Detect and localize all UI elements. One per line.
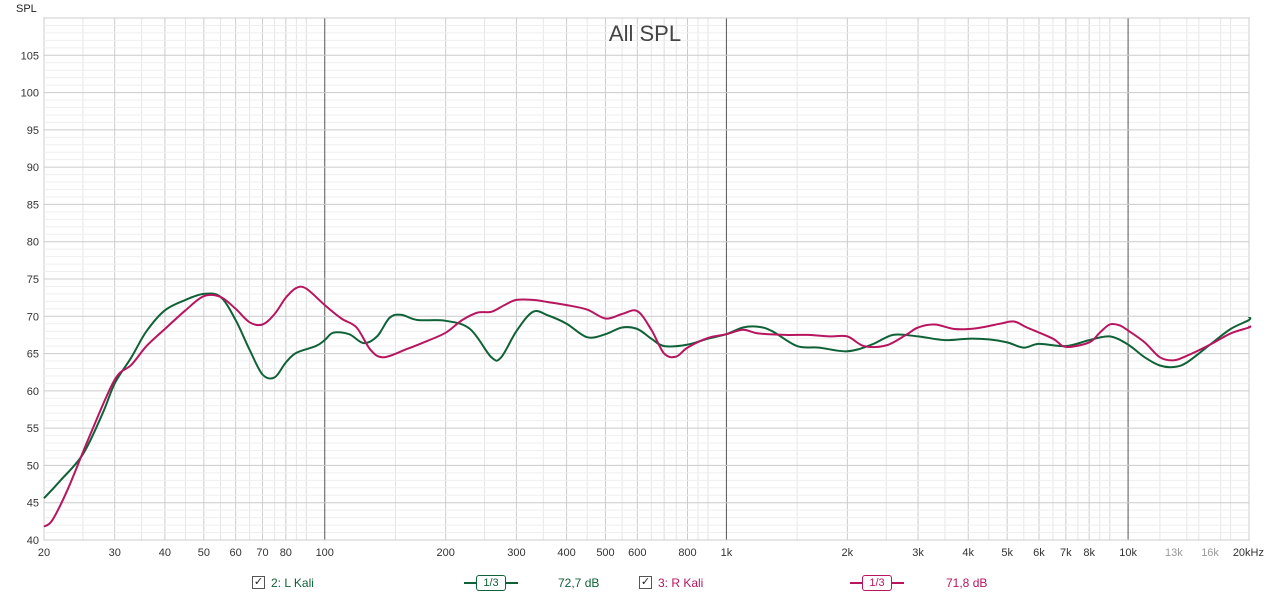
y-tick-label: 85 — [27, 199, 39, 211]
grid-major — [44, 17, 1249, 541]
x-tick-label: 600 — [628, 547, 646, 559]
x-tick-label: 1k — [721, 547, 733, 559]
y-tick-label: 40 — [27, 535, 39, 547]
smoothing-button-l-kali[interactable]: 1/3 — [476, 575, 506, 591]
x-tick-label: 50 — [198, 547, 210, 559]
y-tick-label: 75 — [27, 274, 39, 286]
x-tick-label: 8k — [1083, 547, 1095, 559]
x-tick-label: 13k — [1165, 547, 1183, 559]
y-tick-label: 100 — [21, 88, 39, 100]
x-tick-label: 200 — [436, 547, 454, 559]
y-tick-label: 60 — [27, 386, 39, 398]
x-tick-label: 7k — [1060, 547, 1072, 559]
legend-label-l-kali: 2: L Kali — [271, 576, 314, 590]
x-tick-label: 3k — [912, 547, 924, 559]
x-tick-label: 800 — [678, 547, 696, 559]
x-tick-label: 20kHz — [1233, 547, 1264, 559]
series-line-r-kali — [43, 285, 1252, 528]
x-tick-label: 80 — [280, 547, 292, 559]
smoothing-button-r-kali[interactable]: 1/3 — [862, 575, 892, 591]
x-tick-label: 100 — [316, 547, 334, 559]
x-tick-label: 4k — [962, 547, 974, 559]
y-tick-label: 90 — [27, 162, 39, 174]
legend-label-r-kali: 3: R Kali — [658, 576, 704, 590]
y-axis-label: SPL — [16, 3, 37, 15]
y-tick-label: 70 — [27, 311, 39, 323]
y-tick-label: 45 — [27, 498, 39, 510]
x-tick-label: 16k — [1201, 547, 1219, 559]
x-tick-label: 70 — [256, 547, 268, 559]
y-tick-label: 50 — [27, 460, 39, 472]
y-tick-label: 105 — [21, 50, 39, 62]
chart-title: All SPL — [609, 21, 681, 46]
x-tick-label: 5k — [1001, 547, 1013, 559]
series-lines — [43, 285, 1252, 528]
x-tick-label: 20 — [38, 547, 50, 559]
x-tick-label: 30 — [109, 547, 121, 559]
x-tick-label: 40 — [159, 547, 171, 559]
series-line-l-kali — [43, 292, 1252, 499]
x-tick-label: 10k — [1119, 547, 1137, 559]
legend-level-l-kali: 72,7 dB — [558, 576, 600, 590]
y-tick-label: 65 — [27, 349, 39, 361]
x-tick-label: 400 — [557, 547, 575, 559]
legend-level-r-kali: 71,8 dB — [946, 576, 988, 590]
y-tick-label: 55 — [27, 423, 39, 435]
x-tick-label: 500 — [596, 547, 614, 559]
x-tick-label: 60 — [230, 547, 242, 559]
x-axis-ticks: 20 30 40 50 60 70 80 100 200 300 400 500 600 800 1k 2k 3… — [38, 547, 1264, 559]
y-axis-ticks: 40 45 50 55 60 65 70 75 80 85 90 95 100 105 — [21, 50, 39, 547]
x-tick-label: 2k — [842, 547, 854, 559]
checkbox-r-kali[interactable]: ✓ — [639, 576, 652, 589]
y-tick-label: 95 — [27, 125, 39, 137]
x-tick-label: 300 — [507, 547, 525, 559]
x-tick-label: 6k — [1033, 547, 1045, 559]
y-tick-label: 80 — [27, 237, 39, 249]
checkbox-l-kali[interactable]: ✓ — [252, 576, 265, 589]
